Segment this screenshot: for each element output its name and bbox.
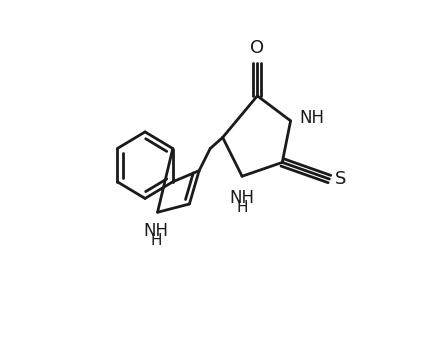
Text: NH: NH — [144, 222, 168, 240]
Text: NH: NH — [229, 189, 254, 207]
Text: H: H — [237, 200, 248, 215]
Text: H: H — [151, 233, 162, 248]
Text: S: S — [335, 170, 346, 188]
Text: NH: NH — [299, 109, 324, 127]
Text: O: O — [250, 39, 264, 57]
